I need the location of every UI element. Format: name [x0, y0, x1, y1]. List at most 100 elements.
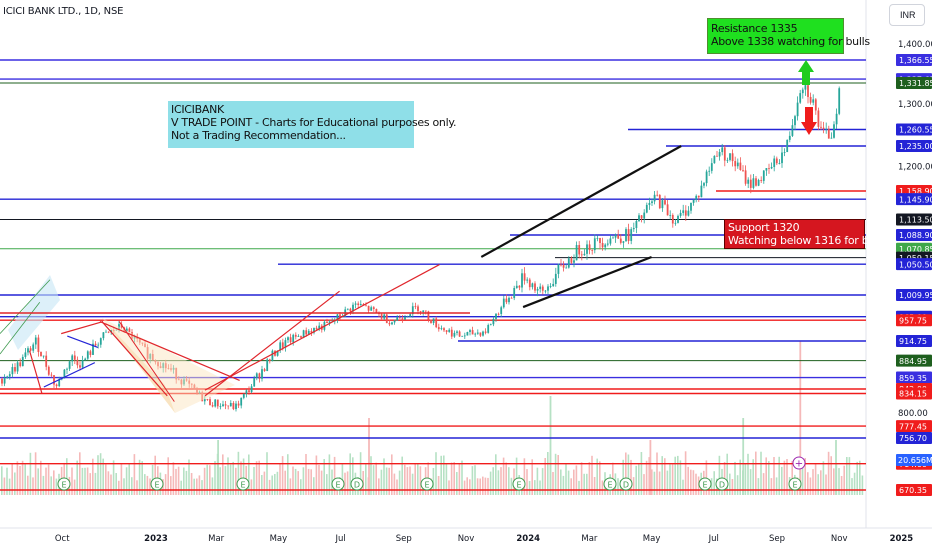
candle-body — [580, 254, 583, 256]
volume-bar — [786, 459, 788, 495]
event-marker-icon — [603, 477, 617, 491]
volume-bar — [409, 466, 411, 495]
volume-bar — [175, 468, 177, 495]
candle-body — [313, 327, 315, 333]
candle-body — [336, 314, 339, 321]
candle-body — [703, 183, 705, 186]
volume-bar — [188, 459, 190, 495]
volume-bar — [567, 470, 570, 495]
volume-bar — [729, 473, 731, 495]
candle-body — [19, 362, 22, 367]
candle-body — [339, 314, 341, 318]
volume-bar — [42, 475, 45, 495]
volume-bar — [219, 467, 221, 495]
price-level-badge — [896, 387, 932, 400]
candle-body — [232, 402, 235, 410]
volume-bar — [809, 477, 812, 495]
volume-bar — [544, 458, 546, 495]
candle-body — [120, 324, 123, 328]
currency-selector[interactable]: INR — [889, 4, 925, 26]
candle-body — [518, 285, 521, 288]
volume-bar — [653, 471, 656, 495]
price-level-badge — [896, 335, 932, 347]
event-marker-letter: E — [516, 481, 521, 490]
candle-body — [705, 171, 708, 184]
volume-bar — [224, 466, 227, 495]
volume-bar — [206, 464, 208, 495]
info-line: Not a Trading Recommendation... — [171, 129, 346, 142]
volume-bar — [232, 461, 234, 495]
candle-body — [653, 194, 656, 202]
candle-body — [284, 340, 287, 348]
time-axis-label: Sep — [396, 534, 412, 544]
price-level-label: 884.95 — [899, 357, 927, 366]
volume-bar — [274, 474, 276, 495]
time-axis-label: Oct — [55, 534, 70, 544]
volume-bar — [656, 452, 658, 495]
volume-bar — [817, 474, 819, 495]
candle-body — [827, 128, 830, 139]
volume-bar — [466, 477, 468, 495]
candle-body — [510, 297, 513, 299]
volume-bar — [378, 478, 380, 495]
candle-body — [437, 327, 440, 330]
volume-bar — [640, 452, 643, 495]
candle-body — [656, 194, 659, 196]
candle-body — [466, 332, 469, 336]
candle-body — [245, 390, 248, 394]
candle-body — [575, 245, 578, 261]
price-level-badge — [896, 432, 932, 444]
volume-bar — [71, 467, 73, 495]
event-marker-letter: E — [61, 481, 66, 490]
price-level-badge — [896, 193, 932, 206]
volume-bar — [677, 455, 679, 495]
volume-bar — [372, 465, 375, 495]
volume-bar — [820, 470, 822, 495]
event-marker-letter: E — [240, 481, 245, 490]
volume-bar — [115, 473, 117, 495]
candle-body — [648, 202, 651, 205]
volume-bar — [557, 455, 559, 495]
candle-body — [242, 393, 245, 398]
candle-body — [721, 147, 724, 153]
candle-body — [697, 195, 700, 198]
candle-body — [521, 273, 523, 288]
volume-bar — [510, 477, 513, 495]
volume-bar — [164, 474, 167, 495]
price-level-badge — [896, 420, 932, 433]
volume-bar — [1, 466, 3, 495]
price-level-badge — [896, 314, 932, 327]
volume-bar — [552, 472, 554, 495]
time-axis-label: 2023 — [144, 534, 168, 544]
resistance-line: Resistance 1335 — [711, 22, 798, 35]
candle-body — [107, 331, 110, 333]
candle-body — [76, 359, 79, 366]
price-level-label: 859.35 — [899, 374, 927, 383]
candle-body — [11, 367, 14, 375]
volume-bar — [162, 479, 164, 495]
candle-body — [684, 210, 687, 216]
candle-body — [723, 147, 726, 161]
candle-body — [229, 402, 232, 407]
price-level-label: 756.70 — [899, 434, 927, 443]
candle-body — [627, 229, 630, 241]
volume-bar — [248, 454, 250, 495]
candle-body — [799, 93, 802, 103]
price-level-label: 1,366.55 — [899, 56, 932, 65]
volume-bar — [222, 454, 224, 495]
price-level-badge — [896, 371, 932, 384]
candle-body — [713, 155, 716, 164]
candle-body — [237, 403, 240, 406]
candle-body — [227, 405, 230, 407]
candle-body — [411, 306, 414, 315]
candle-body — [682, 210, 685, 213]
volume-bar — [649, 440, 652, 495]
candle-body — [346, 308, 349, 310]
candle-body — [794, 116, 796, 126]
candle-body — [258, 373, 261, 379]
volume-bar — [554, 453, 557, 495]
volume-bar — [141, 461, 143, 495]
candle-body — [630, 229, 633, 241]
price-level-badge — [896, 140, 932, 152]
